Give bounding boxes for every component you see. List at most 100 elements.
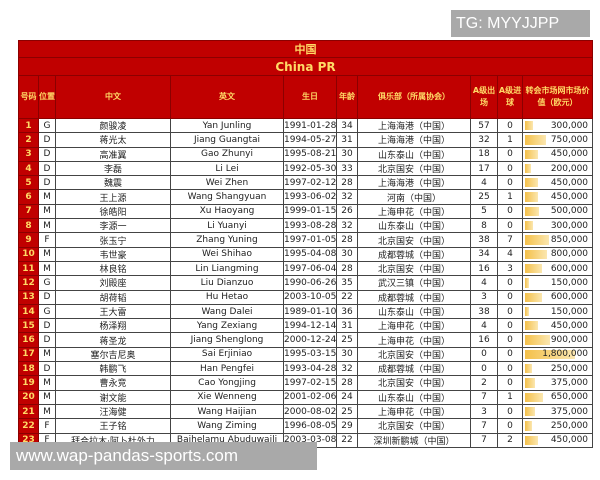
table-row: 17 M 塞尔吉尼奥 Sai Erjiniao 1995-03-15 30 北京国安（中国）… [18,346,594,363]
value-bar [525,378,536,388]
cell-birthdate: 1997-01-05 [283,232,337,248]
header-birthdate: 生日 [283,75,337,119]
cell-club: 北京国安（中国） [357,346,471,363]
cell-birthdate: 2000-12-24 [283,332,337,348]
cell-chinese-name: 张玉宁 [55,232,171,248]
cell-english-name: Wang Dalei [170,303,284,320]
cell-chinese-name: 蒋光太 [55,132,171,148]
cell-birthdate: 2000-08-02 [283,403,337,420]
table-row: 7 M 徐皓阳 Xu Haoyang 1999-01-15 26 上海申花（中国） 5 0 500… [18,203,594,220]
cell-birthdate: 1995-08-21 [283,146,337,162]
cell-number: 13 [18,289,39,305]
cell-market-value: 450,000 [521,318,594,334]
cell-english-name: Xie Wenneng [170,389,284,405]
title-cn: 中国 [17,40,594,58]
cell-age: 32 [336,218,358,234]
cell-caps: 0 [470,361,498,377]
cell-birthdate: 1993-04-28 [283,361,337,377]
cell-english-name: Lin Liangming [170,260,284,277]
cell-chinese-name: 胡荷韬 [55,289,171,305]
cell-chinese-name: 塞尔吉尼奥 [55,346,171,363]
value-bar [525,306,530,317]
value-bar [525,178,538,188]
cell-chinese-name: 魏震 [55,175,171,191]
cell-market-value: 375,000 [521,375,594,391]
cell-number: 12 [18,275,39,291]
cell-birthdate: 1992-05-30 [283,160,337,177]
cell-club: 山东泰山（中国） [357,303,471,320]
cell-age: 36 [336,303,358,320]
cell-chinese-name: 高准翼 [55,146,171,162]
cell-position: D [38,175,56,191]
cell-club: 山东泰山（中国） [357,146,471,162]
value-text: 300,000 [550,120,589,131]
cell-chinese-name: 王上源 [55,189,171,205]
cell-chinese-name: 徐皓阳 [55,203,171,220]
cell-age: 30 [336,246,358,262]
value-text: 450,000 [550,177,589,188]
cell-english-name: Wang Shangyuan [170,189,284,205]
value-bar [525,249,548,259]
cell-english-name: Yang Zexiang [170,318,284,334]
cell-goals: 0 [497,332,523,348]
cell-goals: 0 [497,146,523,162]
cell-chinese-name: 杨泽翔 [55,318,171,334]
cell-goals: 0 [497,418,523,434]
value-bar [525,163,531,174]
cell-age: 28 [336,175,358,191]
cell-birthdate: 1996-08-05 [283,418,337,434]
cell-goals: 0 [497,175,523,191]
cell-caps: 4 [470,318,498,334]
cell-club: 成都蓉城（中国） [357,361,471,377]
cell-english-name: Wang Ziming [170,418,284,434]
cell-number: 17 [18,346,39,363]
cell-english-name: Li Lei [170,160,284,177]
cell-goals: 0 [497,160,523,177]
cell-chinese-name: 刘殿座 [55,275,171,291]
cell-position: D [38,132,56,148]
cell-caps: 57 [470,117,498,134]
cell-age: 34 [336,117,358,134]
cell-position: M [38,346,56,363]
header-position: 位置 [38,75,56,119]
cell-age: 22 [336,289,358,305]
value-text: 450,000 [550,320,589,331]
cell-chinese-name: 韦世豪 [55,246,171,262]
cell-club: 成都蓉城（中国） [357,246,471,262]
cell-birthdate: 2001-02-06 [283,389,337,405]
cell-club: 上海申花（中国） [357,403,471,420]
value-text: 450,000 [550,192,589,203]
cell-position: M [38,203,56,220]
cell-caps: 32 [470,132,498,148]
cell-market-value: 850,000 [521,232,594,248]
cell-caps: 3 [470,289,498,305]
cell-number: 21 [18,403,39,420]
value-text: 800,000 [550,249,589,260]
cell-age: 28 [336,260,358,277]
cell-position: D [38,289,56,305]
cell-market-value: 750,000 [521,132,594,148]
cell-market-value: 450,000 [521,189,594,205]
cell-caps: 4 [470,175,498,191]
table-row: 6 M 王上源 Wang Shangyuan 1993-06-02 32 河南（中国） 25 1… [18,189,594,205]
cell-caps: 3 [470,403,498,420]
header-market-value: 转会市场网市场价值（欧元） [521,75,594,119]
cell-goals: 0 [497,346,523,363]
table-row: 13 D 胡荷韬 Hu Hetao 2003-10-05 22 成都蓉城（中国） 3 0 600,… [18,289,594,305]
title-en: China PR [17,57,594,76]
cell-birthdate: 2003-10-05 [283,289,337,305]
cell-caps: 7 [470,389,498,405]
cell-goals: 2 [497,432,523,448]
value-text: 600,000 [550,263,589,274]
cell-number: 9 [18,232,39,248]
site-watermark: www.wap-pandas-sports.com [10,442,317,470]
cell-club: 上海申花（中国） [357,318,471,334]
value-text: 250,000 [550,363,589,374]
cell-english-name: Zhang Yuning [170,232,284,248]
cell-caps: 16 [470,332,498,348]
cell-position: M [38,189,56,205]
cell-position: D [38,318,56,334]
cell-position: G [38,303,56,320]
tg-watermark: TG: MYYJJPP [451,10,590,37]
table-row: 5 D 魏震 Wei Zhen 1997-02-12 28 上海海港（中国） 4 0 450,00… [18,175,594,191]
